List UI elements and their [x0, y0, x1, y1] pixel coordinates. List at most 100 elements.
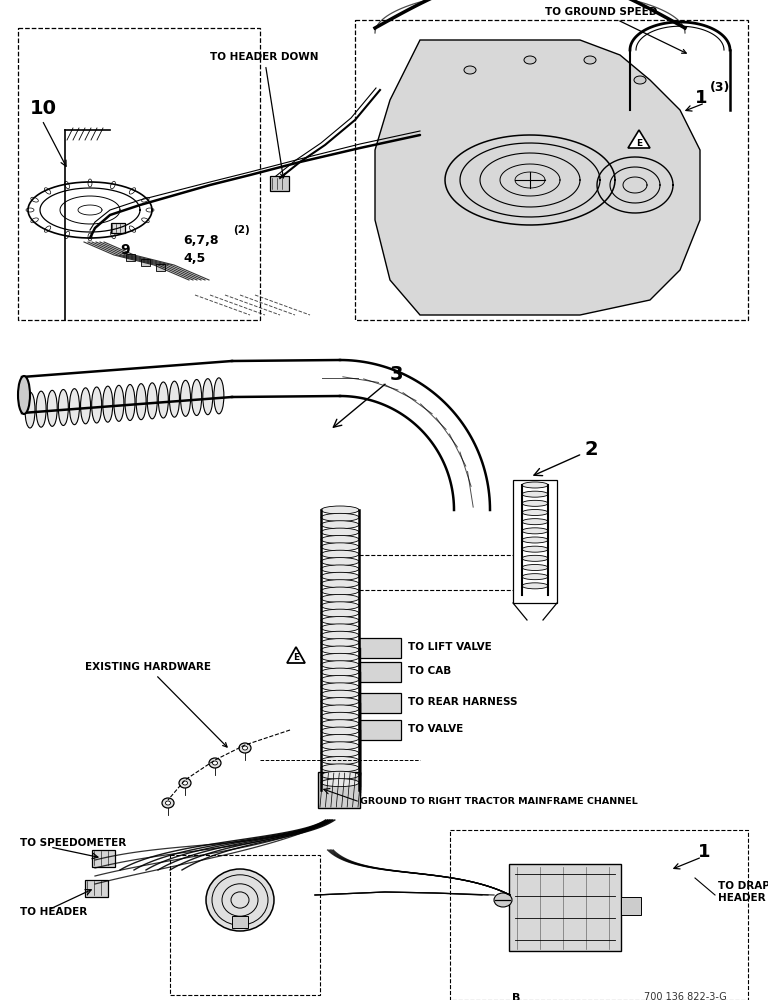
Ellipse shape — [522, 528, 548, 534]
Ellipse shape — [239, 743, 251, 753]
Ellipse shape — [129, 226, 136, 232]
Ellipse shape — [136, 384, 146, 420]
Ellipse shape — [321, 734, 359, 742]
Text: 1: 1 — [698, 843, 710, 861]
Ellipse shape — [26, 208, 34, 212]
Text: 6,7,8: 6,7,8 — [183, 233, 219, 246]
Ellipse shape — [321, 624, 359, 632]
Ellipse shape — [321, 609, 359, 617]
Ellipse shape — [321, 705, 359, 713]
Ellipse shape — [180, 380, 190, 416]
Ellipse shape — [31, 218, 38, 223]
FancyBboxPatch shape — [126, 254, 135, 261]
Ellipse shape — [114, 385, 124, 421]
Ellipse shape — [522, 519, 548, 525]
Polygon shape — [287, 647, 305, 663]
Text: EXISTING HARDWARE: EXISTING HARDWARE — [85, 662, 227, 747]
Ellipse shape — [65, 231, 69, 239]
Ellipse shape — [321, 771, 359, 779]
Ellipse shape — [321, 521, 359, 529]
Ellipse shape — [321, 594, 359, 602]
Ellipse shape — [321, 690, 359, 698]
Text: E: E — [293, 654, 299, 662]
FancyBboxPatch shape — [359, 720, 401, 740]
Ellipse shape — [31, 197, 38, 202]
Ellipse shape — [321, 631, 359, 639]
Ellipse shape — [158, 382, 168, 418]
Ellipse shape — [111, 231, 115, 239]
Text: 2: 2 — [534, 440, 598, 476]
Ellipse shape — [321, 727, 359, 735]
Text: (3): (3) — [710, 82, 730, 95]
Text: 4,5: 4,5 — [183, 251, 205, 264]
Ellipse shape — [321, 513, 359, 521]
Ellipse shape — [321, 661, 359, 669]
Ellipse shape — [214, 378, 224, 414]
Text: (2): (2) — [233, 225, 250, 235]
Ellipse shape — [321, 617, 359, 625]
Ellipse shape — [65, 181, 69, 189]
Ellipse shape — [18, 376, 30, 414]
Ellipse shape — [522, 574, 548, 580]
Ellipse shape — [321, 535, 359, 543]
Ellipse shape — [213, 761, 217, 765]
Ellipse shape — [170, 381, 180, 417]
Ellipse shape — [25, 392, 35, 428]
FancyBboxPatch shape — [232, 916, 248, 928]
Text: 3: 3 — [333, 365, 403, 427]
Text: TO GROUND SPEED: TO GROUND SPEED — [545, 7, 687, 53]
Ellipse shape — [141, 197, 149, 202]
FancyBboxPatch shape — [359, 693, 401, 713]
FancyBboxPatch shape — [141, 259, 150, 266]
Ellipse shape — [88, 179, 92, 187]
Ellipse shape — [206, 869, 274, 931]
Ellipse shape — [522, 583, 548, 589]
Ellipse shape — [321, 675, 359, 683]
Ellipse shape — [321, 742, 359, 750]
Ellipse shape — [321, 602, 359, 610]
Ellipse shape — [584, 56, 596, 64]
Ellipse shape — [147, 383, 157, 419]
Text: TO LIFT VALVE: TO LIFT VALVE — [408, 642, 492, 652]
Ellipse shape — [522, 546, 548, 552]
Ellipse shape — [321, 558, 359, 566]
Ellipse shape — [179, 778, 191, 788]
Text: GROUND TO RIGHT TRACTOR MAINFRAME CHANNEL: GROUND TO RIGHT TRACTOR MAINFRAME CHANNE… — [360, 798, 637, 806]
Ellipse shape — [464, 66, 476, 74]
Ellipse shape — [522, 564, 548, 570]
Ellipse shape — [494, 893, 512, 907]
FancyBboxPatch shape — [359, 638, 401, 658]
Ellipse shape — [522, 491, 548, 497]
Ellipse shape — [103, 386, 113, 422]
Text: 10: 10 — [30, 99, 57, 117]
Text: TO HEADER: TO HEADER — [20, 907, 88, 917]
Ellipse shape — [141, 218, 149, 223]
Ellipse shape — [129, 188, 136, 194]
Text: 700 136 822-3-G: 700 136 822-3-G — [644, 992, 727, 1000]
FancyBboxPatch shape — [621, 897, 641, 915]
Ellipse shape — [321, 565, 359, 573]
Ellipse shape — [321, 580, 359, 588]
Ellipse shape — [36, 391, 46, 427]
FancyBboxPatch shape — [509, 864, 621, 951]
Ellipse shape — [88, 233, 92, 241]
Ellipse shape — [524, 56, 536, 64]
Ellipse shape — [321, 550, 359, 558]
Ellipse shape — [69, 389, 79, 425]
Ellipse shape — [146, 208, 154, 212]
Ellipse shape — [192, 379, 202, 416]
Ellipse shape — [321, 757, 359, 765]
FancyBboxPatch shape — [156, 264, 165, 271]
Ellipse shape — [321, 653, 359, 661]
Ellipse shape — [47, 390, 58, 426]
Ellipse shape — [522, 500, 548, 506]
Text: TO VALVE: TO VALVE — [408, 724, 463, 734]
FancyBboxPatch shape — [111, 223, 125, 233]
FancyBboxPatch shape — [91, 850, 114, 866]
Ellipse shape — [203, 379, 213, 415]
Ellipse shape — [209, 758, 221, 768]
Ellipse shape — [321, 668, 359, 676]
Ellipse shape — [321, 779, 359, 787]
Polygon shape — [375, 40, 700, 315]
Ellipse shape — [321, 683, 359, 691]
